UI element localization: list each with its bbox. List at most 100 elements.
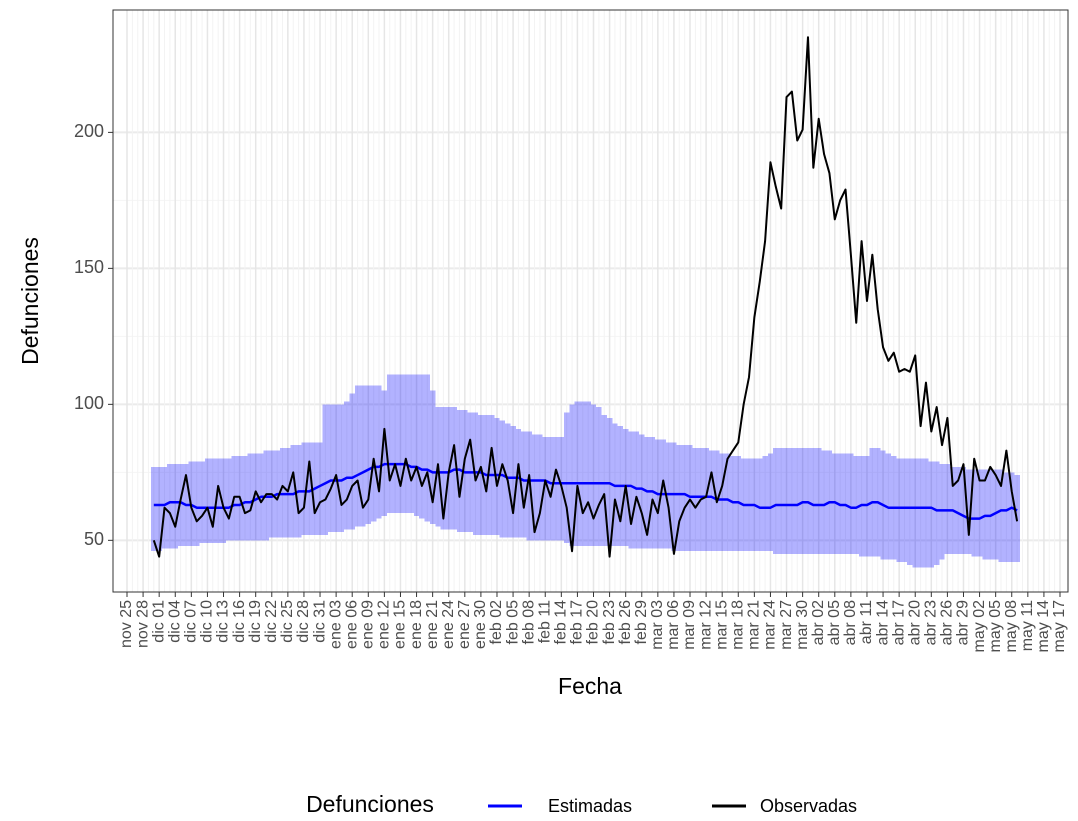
confidence-band <box>194 461 200 546</box>
x-tick-label: dic 31 <box>311 600 328 643</box>
confidence-band <box>285 447 291 538</box>
x-tick-label: mar 09 <box>681 600 698 650</box>
confidence-band <box>526 431 532 541</box>
y-tick-label: 50 <box>84 529 104 549</box>
confidence-band <box>413 374 420 516</box>
confidence-band <box>842 453 849 554</box>
confidence-band <box>730 456 736 552</box>
confidence-band <box>220 458 227 544</box>
legend-label: Estimadas <box>548 796 632 816</box>
y-tick-label: 200 <box>74 121 104 141</box>
x-tick-label: abr 05 <box>826 600 843 645</box>
confidence-band <box>794 447 800 554</box>
confidence-band <box>424 374 430 522</box>
confidence-band <box>370 385 377 522</box>
confidence-band <box>440 407 447 530</box>
confidence-band <box>247 453 254 541</box>
confidence-band <box>376 385 382 519</box>
x-tick-label: ene 09 <box>360 600 377 649</box>
confidence-band <box>799 447 806 554</box>
confidence-band <box>574 401 581 546</box>
confidence-band <box>708 450 715 552</box>
legend-title: Defunciones <box>306 791 434 817</box>
x-tick-label: abr 17 <box>890 600 907 645</box>
confidence-band <box>301 442 307 535</box>
confidence-band <box>392 374 398 514</box>
confidence-band <box>821 450 827 554</box>
confidence-band <box>585 401 591 546</box>
confidence-band <box>805 447 811 554</box>
confidence-band <box>354 385 361 527</box>
x-tick-label: dic 13 <box>215 600 232 643</box>
confidence-band <box>601 415 607 546</box>
confidence-band <box>681 445 688 552</box>
x-tick-label: feb 20 <box>585 600 602 645</box>
confidence-band <box>810 447 817 554</box>
x-tick-label: ene 15 <box>392 600 409 649</box>
x-tick-label: ene 03 <box>327 600 344 649</box>
x-tick-label: ene 06 <box>343 600 360 649</box>
confidence-band <box>397 374 404 514</box>
confidence-band <box>322 404 329 535</box>
confidence-band <box>778 447 784 554</box>
confidence-band <box>344 401 350 530</box>
x-tick-label: feb 05 <box>504 600 521 645</box>
confidence-band <box>783 447 790 554</box>
confidence-band <box>156 466 162 552</box>
series-line <box>152 36 1019 558</box>
confidence-band <box>387 374 393 514</box>
legend: Defunciones Estimadas Observadas <box>306 791 857 817</box>
confidence-band <box>328 404 334 533</box>
confidence-band <box>494 417 500 535</box>
x-tick-label: dic 07 <box>183 600 200 643</box>
confidence-band <box>896 458 902 563</box>
confidence-band <box>955 466 961 554</box>
confidence-band <box>676 445 682 552</box>
x-tick-label: ene 18 <box>408 600 425 649</box>
confidence-band <box>403 374 409 514</box>
x-tick-label: abr 29 <box>955 600 972 645</box>
confidence-band <box>773 447 779 554</box>
x-tick-label: ene 30 <box>472 600 489 649</box>
confidence-band <box>816 447 822 554</box>
confidence-band <box>639 434 645 549</box>
confidence-band <box>242 456 248 541</box>
confidence-band <box>151 466 157 552</box>
confidence-band <box>971 469 977 557</box>
x-tick-label: ene 21 <box>424 600 441 649</box>
confidence-band <box>338 404 345 533</box>
confidence-band <box>633 431 640 549</box>
confidence-band <box>510 426 516 538</box>
confidence-band <box>429 390 436 525</box>
y-tick-label: 100 <box>74 393 104 413</box>
x-tick-label: may 05 <box>987 600 1004 653</box>
confidence-band <box>644 436 650 549</box>
confidence-band <box>912 458 918 568</box>
confidence-band <box>907 458 913 565</box>
x-axis-title: Fecha <box>558 673 622 699</box>
confidence-band <box>703 447 709 552</box>
confidence-band <box>381 390 388 516</box>
x-tick-label: abr 26 <box>939 600 956 645</box>
x-tick-label: dic 01 <box>150 600 167 643</box>
confidence-band <box>537 434 543 541</box>
confidence-band <box>226 458 232 541</box>
x-tick-label: dic 10 <box>199 600 216 643</box>
confidence-band <box>687 445 693 552</box>
confidence-band <box>521 431 527 538</box>
confidence-band <box>333 404 339 533</box>
x-tick-label: dic 19 <box>247 600 264 643</box>
confidence-band <box>719 453 725 552</box>
x-tick-label: abr 02 <box>810 600 827 645</box>
confidence-band <box>789 447 795 554</box>
x-tick-label: may 11 <box>1019 600 1036 651</box>
confidence-band <box>478 415 484 535</box>
confidence-band <box>210 458 216 544</box>
confidence-band <box>923 458 929 568</box>
confidence-band <box>853 456 859 554</box>
x-tick-label: mar 30 <box>794 600 811 650</box>
confidence-band <box>976 469 983 557</box>
x-tick-label: nov 25 <box>118 600 135 648</box>
confidence-band <box>215 458 221 544</box>
